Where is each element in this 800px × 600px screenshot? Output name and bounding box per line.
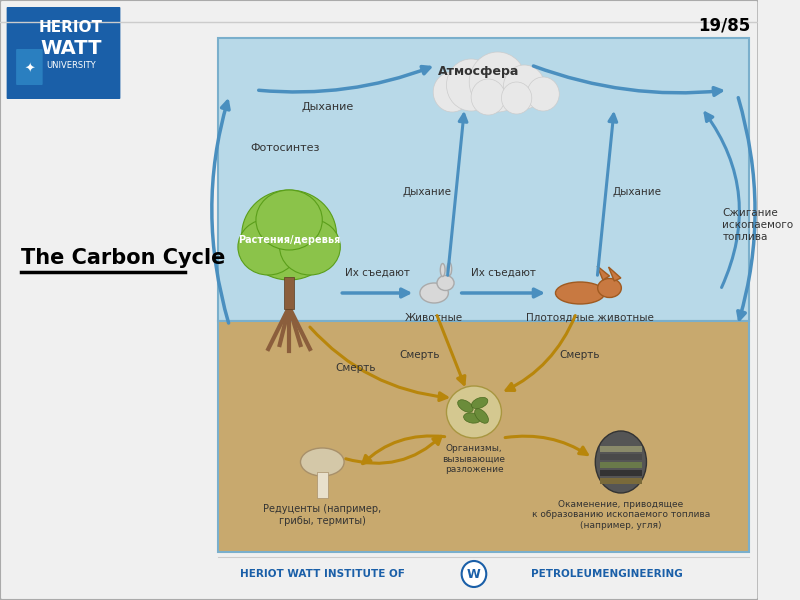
Ellipse shape (458, 400, 473, 412)
Text: Смерть: Смерть (399, 350, 440, 360)
Bar (600, 446, 642, 452)
Bar (600, 470, 642, 476)
Ellipse shape (474, 409, 489, 423)
Polygon shape (597, 266, 610, 280)
Circle shape (470, 52, 526, 112)
Text: HERIOT: HERIOT (39, 20, 103, 35)
Text: UNIVERSITY: UNIVERSITY (46, 61, 96, 70)
Text: Смерть: Смерть (559, 350, 600, 360)
FancyArrowPatch shape (310, 327, 447, 401)
FancyBboxPatch shape (16, 49, 42, 85)
Ellipse shape (464, 413, 481, 423)
Text: Организмы,
вызывающие
разложение: Организмы, вызывающие разложение (442, 444, 506, 474)
Text: Сжигание
ископаемого
топлива: Сжигание ископаемого топлива (722, 208, 794, 242)
FancyArrowPatch shape (505, 436, 587, 455)
Ellipse shape (471, 397, 488, 409)
Circle shape (471, 79, 506, 115)
Text: HERIOT WATT INSTITUTE OF: HERIOT WATT INSTITUTE OF (240, 569, 405, 579)
FancyArrowPatch shape (362, 436, 445, 464)
Text: ✦: ✦ (24, 62, 34, 76)
Circle shape (446, 59, 496, 111)
Text: Животные: Животные (405, 313, 463, 323)
Text: 19/85: 19/85 (698, 16, 750, 34)
Text: W: W (467, 568, 481, 581)
Ellipse shape (242, 190, 337, 280)
Ellipse shape (598, 278, 622, 298)
Ellipse shape (420, 283, 448, 303)
FancyArrowPatch shape (212, 101, 229, 323)
Ellipse shape (440, 263, 445, 277)
Circle shape (502, 82, 532, 114)
Text: Их съедают: Их съедают (345, 268, 410, 278)
Text: The Carbon Cycle: The Carbon Cycle (21, 248, 226, 268)
Text: Дыхание: Дыхание (402, 187, 451, 197)
Text: Редуценты (например,
грибы, термиты): Редуценты (например, грибы, термиты) (263, 504, 382, 526)
Text: Фотосинтез: Фотосинтез (250, 143, 320, 153)
Circle shape (527, 77, 559, 111)
Ellipse shape (238, 219, 298, 275)
FancyBboxPatch shape (0, 0, 758, 600)
FancyArrowPatch shape (738, 98, 755, 319)
Text: PETROLEUMENGINEERING: PETROLEUMENGINEERING (531, 569, 682, 579)
Text: Дыхание: Дыхание (302, 102, 354, 112)
Ellipse shape (555, 282, 605, 304)
Text: Окаменение, приводящее
к образованию ископаемого топлива
(например, угля): Окаменение, приводящее к образованию иск… (532, 500, 710, 530)
FancyArrowPatch shape (258, 67, 430, 92)
Circle shape (462, 561, 486, 587)
Text: Плотоядные животные: Плотоядные животные (526, 313, 654, 323)
Ellipse shape (447, 263, 452, 275)
Ellipse shape (256, 190, 322, 250)
Bar (600, 454, 642, 460)
Bar (317, 472, 328, 498)
Ellipse shape (595, 431, 646, 493)
Bar (218, 320, 749, 552)
Bar (284, 277, 294, 309)
Text: Их съедают: Их съедают (471, 268, 536, 278)
Ellipse shape (437, 275, 454, 290)
Bar (600, 478, 642, 484)
Text: Растения/деревья: Растения/деревья (238, 235, 340, 245)
Circle shape (503, 65, 545, 109)
Bar (218, 38, 749, 320)
FancyArrowPatch shape (705, 113, 739, 287)
FancyBboxPatch shape (6, 7, 120, 99)
Circle shape (433, 72, 471, 112)
Ellipse shape (301, 448, 344, 476)
Bar (600, 462, 642, 468)
Text: Атмосфера: Атмосфера (438, 65, 519, 79)
Text: WATT: WATT (40, 38, 102, 58)
FancyArrowPatch shape (506, 316, 575, 391)
Ellipse shape (280, 219, 340, 275)
Text: Смерть: Смерть (335, 363, 376, 373)
Ellipse shape (446, 386, 502, 438)
FancyArrowPatch shape (346, 436, 441, 463)
Text: Дыхание: Дыхание (613, 187, 662, 197)
FancyArrowPatch shape (534, 66, 722, 95)
Polygon shape (609, 267, 621, 281)
